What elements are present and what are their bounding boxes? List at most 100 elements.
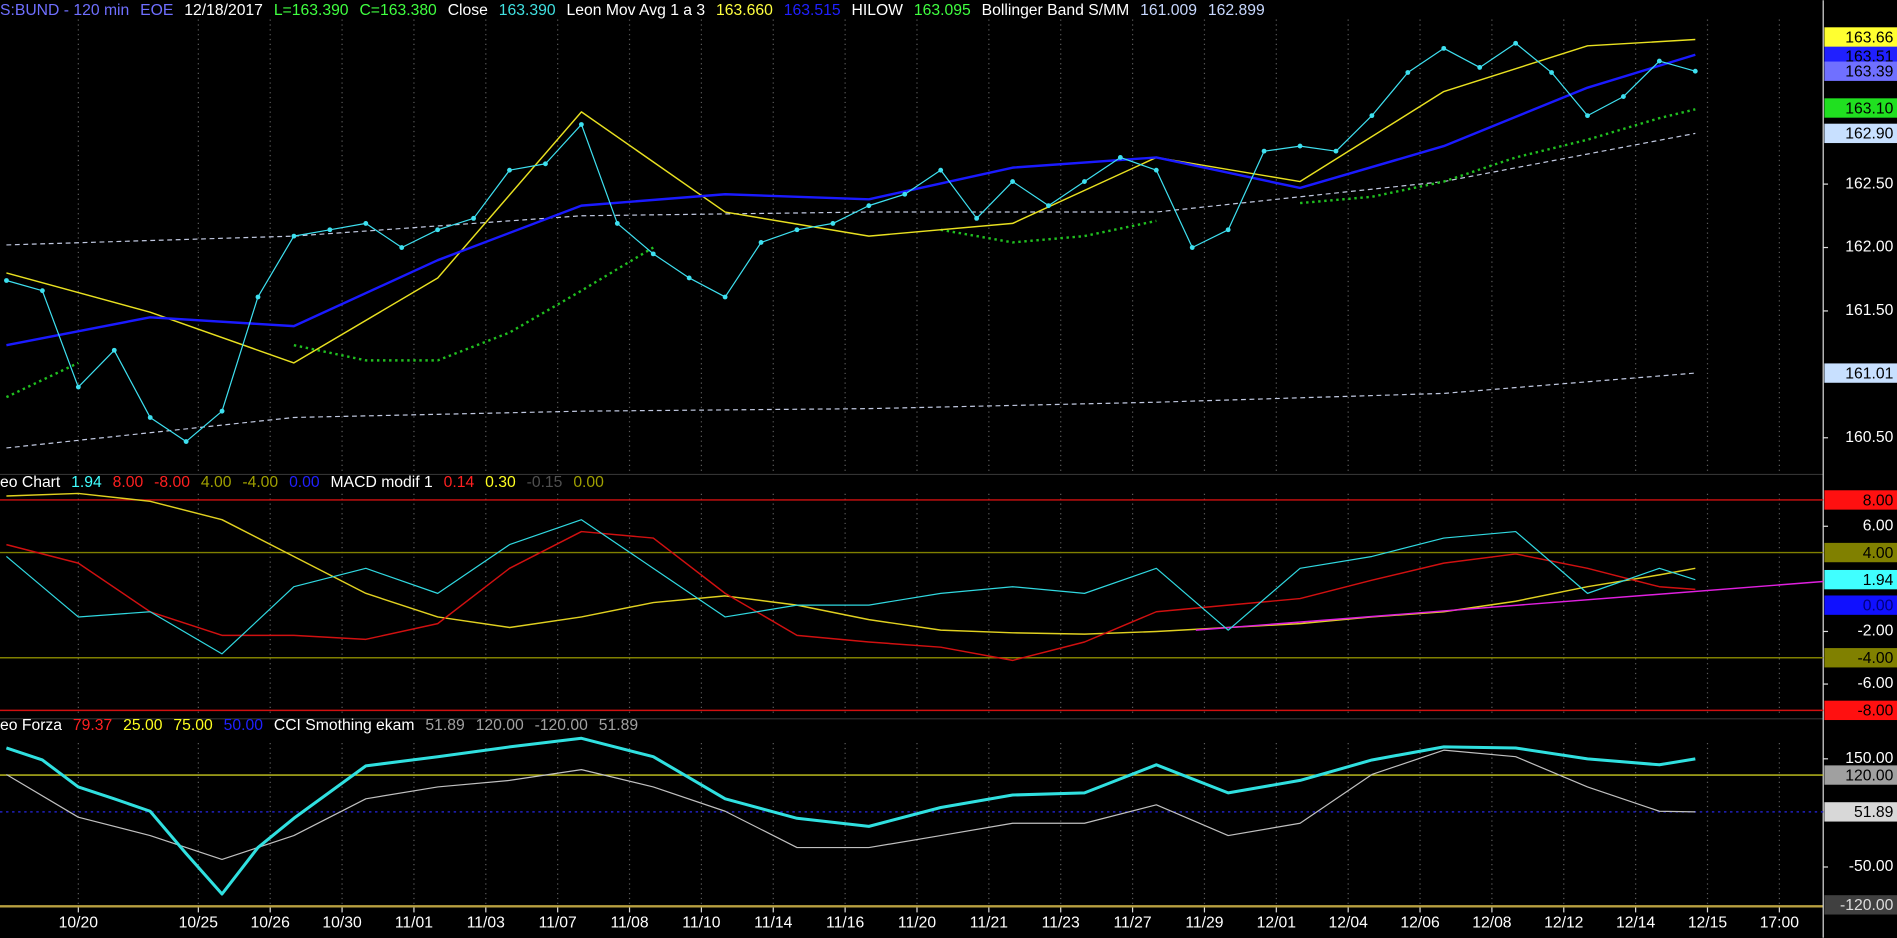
legend-entry: eo Chart	[0, 474, 61, 491]
data-point	[758, 240, 764, 245]
data-point	[938, 167, 944, 173]
data-point	[219, 408, 225, 414]
data-point	[435, 227, 441, 233]
value-tag	[1824, 802, 1897, 822]
x-tick-label: 12/12	[1544, 914, 1583, 931]
data-point	[1692, 68, 1698, 74]
value-tag	[1824, 123, 1897, 144]
data-point	[75, 384, 81, 390]
series-line	[6, 492, 1696, 635]
value-tag-label: -120.00	[1840, 897, 1894, 914]
value-tag	[1824, 648, 1897, 668]
x-tick-label: 11/01	[395, 914, 433, 931]
data-point	[974, 215, 980, 221]
legend-entry: eo Forza	[0, 717, 62, 734]
x-tick-label: 12/04	[1329, 914, 1369, 931]
legend-entry: Close	[448, 2, 488, 19]
data-point	[614, 221, 620, 226]
legend-entry: 51.89	[599, 717, 638, 734]
data-point	[1189, 245, 1195, 250]
value-tag	[1824, 542, 1897, 563]
value-tag-label: -8.00	[1858, 703, 1894, 720]
legend-entry: C=163.380	[359, 2, 437, 19]
series-line	[6, 38, 1696, 364]
x-tick-label: 12/06	[1400, 914, 1440, 931]
legend-entry: 1.94	[71, 474, 102, 491]
value-tag	[1824, 765, 1897, 785]
value-tag	[1824, 569, 1897, 590]
value-tag	[1824, 895, 1897, 915]
y-tick-label: 161.50	[1845, 302, 1893, 319]
data-point	[578, 122, 584, 127]
data-point	[1153, 167, 1159, 173]
x-tick-label: 11/10	[682, 914, 720, 931]
value-tag-label: 163.39	[1845, 64, 1893, 81]
data-point	[1333, 148, 1339, 154]
legend-entry: 8.00	[113, 474, 144, 491]
legend-entry: 75.00	[173, 717, 213, 734]
legend-entry: Leon Mov Avg 1 a 3	[567, 2, 706, 19]
data-point	[902, 191, 908, 197]
series-line	[6, 372, 1696, 449]
value-tag-label: 161.01	[1845, 365, 1893, 382]
x-tick-label: 12/01	[1257, 914, 1296, 931]
series-line	[6, 42, 1696, 443]
legend-entry: 161.009	[1140, 2, 1197, 19]
legend-entry: 0.00	[289, 474, 320, 491]
data-point	[363, 221, 369, 226]
legend-entry: 12/18/2017	[184, 2, 263, 19]
legend-entry: 79.37	[73, 717, 112, 734]
series-line	[6, 749, 1696, 861]
x-tick-label: 12/15	[1688, 914, 1728, 931]
legend-entry: 163.390	[499, 2, 556, 19]
data-point	[399, 245, 405, 250]
legend-entry: -4.00	[242, 474, 278, 491]
x-tick-label: 11/07	[539, 914, 577, 931]
legend-entry: 0.30	[485, 474, 516, 491]
x-tick-label: 10/25	[179, 914, 219, 931]
data-point	[327, 227, 333, 233]
x-tick-label: 11/29	[1185, 914, 1223, 931]
value-tag	[1824, 27, 1897, 47]
legend-entry: 120.00	[476, 717, 524, 734]
y-tick-label: 6.00	[1863, 517, 1894, 534]
data-point	[1405, 70, 1411, 75]
data-point	[794, 227, 800, 233]
legend-entry: S:BUND - 120 min	[0, 2, 129, 19]
value-tag-label: -4.00	[1858, 650, 1894, 667]
legend-entry: 162.899	[1208, 2, 1265, 19]
value-tag-label: 8.00	[1863, 492, 1894, 509]
data-point	[183, 439, 189, 445]
data-point	[1117, 155, 1123, 160]
data-point	[147, 415, 153, 420]
x-tick-label: 10/20	[59, 914, 99, 931]
value-tag	[1824, 98, 1897, 118]
data-point	[543, 161, 548, 167]
series-line	[1195, 580, 1824, 631]
x-tick-label: 11/20	[898, 914, 936, 931]
legend-entry: 25.00	[123, 717, 163, 734]
data-point	[111, 347, 117, 353]
legend-entry: L=163.390	[274, 2, 349, 19]
legend-entry: HILOW	[851, 2, 903, 19]
value-tag	[1824, 490, 1897, 510]
data-point	[507, 167, 512, 173]
value-tag	[1824, 61, 1897, 81]
legend-entry: 163.660	[716, 2, 773, 19]
value-tag-label: 162.90	[1845, 126, 1893, 143]
data-point	[1477, 64, 1483, 70]
x-tick-label: 11/16	[826, 914, 864, 931]
data-point	[471, 215, 477, 221]
x-tick-label: 11/21	[970, 914, 1008, 931]
y-tick-label: 150.00	[1845, 750, 1893, 767]
legend-entry: Bollinger Band S/MM	[982, 2, 1130, 19]
x-tick-label: 11/23	[1042, 914, 1080, 931]
data-point	[1620, 94, 1626, 100]
series-line	[6, 530, 1696, 662]
data-point	[1369, 113, 1375, 119]
data-point	[1297, 143, 1303, 149]
series-line	[6, 519, 1696, 655]
